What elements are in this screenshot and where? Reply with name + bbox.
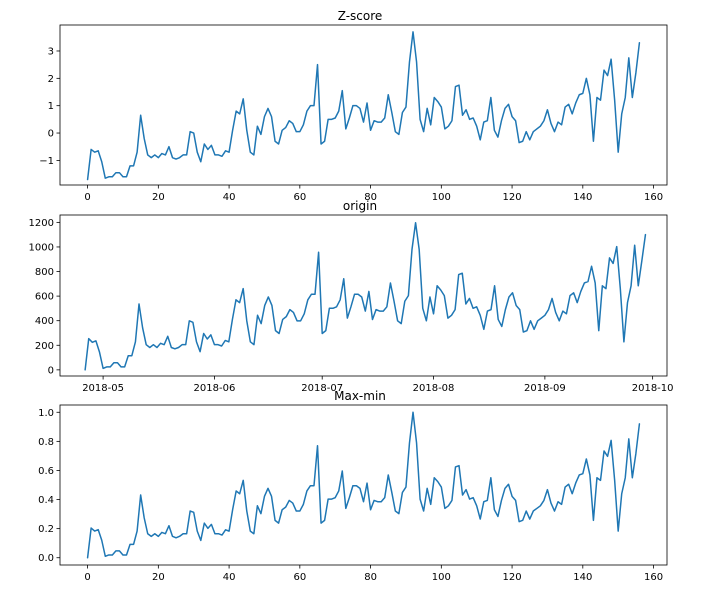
zscore-y-tick-label: 3 [48, 46, 54, 57]
zscore-x-tick-label: 160 [644, 192, 663, 203]
maxmin-x-tick-label: 80 [364, 572, 377, 583]
maxmin-subplot: Max-min 0 20 40 60 80 100 120 140 160 0.0 0.2 0.4 0.… [38, 389, 668, 583]
maxmin-y-tick-label: 0.0 [38, 553, 54, 564]
maxmin-x-tick-label: 100 [432, 572, 451, 583]
origin-series-line-0 [84, 221, 647, 371]
zscore-title: Z-score [338, 9, 383, 23]
zscore-axes-frame [59, 24, 668, 186]
maxmin-y-tick-label: 1.0 [38, 408, 54, 419]
origin-x-tick-label: 2018-07 [301, 383, 343, 394]
maxmin-x-tick-label: 20 [152, 572, 165, 583]
maxmin-x-tick-label: 160 [644, 572, 663, 583]
zscore-x-tick-label: 60 [293, 192, 306, 203]
zscore-y-tick-label: 0 [48, 129, 54, 140]
maxmin-axes-frame [59, 404, 668, 566]
zscore-y-tick-label: 1 [48, 101, 54, 112]
zscore-x-tick-label: 0 [84, 192, 90, 203]
zscore-y-tick-label: −1 [39, 156, 54, 167]
origin-y-tick-label: 800 [35, 267, 54, 278]
origin-y-tick-label: 1000 [29, 242, 54, 253]
origin-x-tick-label: 2018-06 [194, 383, 236, 394]
origin-subplot: origin 2018-05 2018-06 2018-07 2018-08 2018-… [29, 199, 674, 394]
origin-y-tick-label: 200 [35, 341, 54, 352]
origin-x-tick-label: 2018-08 [413, 383, 455, 394]
origin-y-tick-label: 1200 [29, 218, 54, 229]
origin-axes-frame [59, 214, 668, 377]
origin-y-tick-label: 400 [35, 316, 54, 327]
zscore-x-tick-label: 120 [503, 192, 522, 203]
maxmin-series-line-0 [86, 411, 641, 559]
maxmin-x-tick-label: 40 [223, 572, 236, 583]
zscore-y-tick-label: 2 [48, 74, 54, 85]
zscore-x-tick-label: 40 [223, 192, 236, 203]
origin-x-tick-label: 2018-09 [524, 383, 566, 394]
maxmin-y-tick-label: 0.2 [38, 524, 54, 535]
zscore-x-tick-label: 80 [364, 192, 377, 203]
maxmin-x-tick-label: 140 [573, 572, 592, 583]
origin-x-tick-label: 2018-10 [632, 383, 674, 394]
origin-x-tick-label: 2018-05 [82, 383, 124, 394]
zscore-subplot: Z-score 0 20 40 60 80 100 120 140 160 −1 0 1 2 3 [39, 9, 668, 203]
maxmin-y-tick-label: 0.6 [38, 466, 54, 477]
maxmin-x-tick-label: 0 [84, 572, 90, 583]
maxmin-y-tick-label: 0.8 [38, 437, 54, 448]
zscore-x-tick-label: 140 [573, 192, 592, 203]
zscore-series-line-0 [86, 31, 641, 181]
origin-title: origin [343, 199, 377, 213]
maxmin-title: Max-min [334, 389, 386, 403]
maxmin-x-tick-label: 60 [293, 572, 306, 583]
origin-y-tick-label: 0 [48, 365, 54, 376]
zscore-x-tick-label: 100 [432, 192, 451, 203]
zscore-x-tick-label: 20 [152, 192, 165, 203]
maxmin-x-tick-label: 120 [503, 572, 522, 583]
maxmin-y-tick-label: 0.4 [38, 495, 54, 506]
origin-y-tick-label: 600 [35, 292, 54, 303]
